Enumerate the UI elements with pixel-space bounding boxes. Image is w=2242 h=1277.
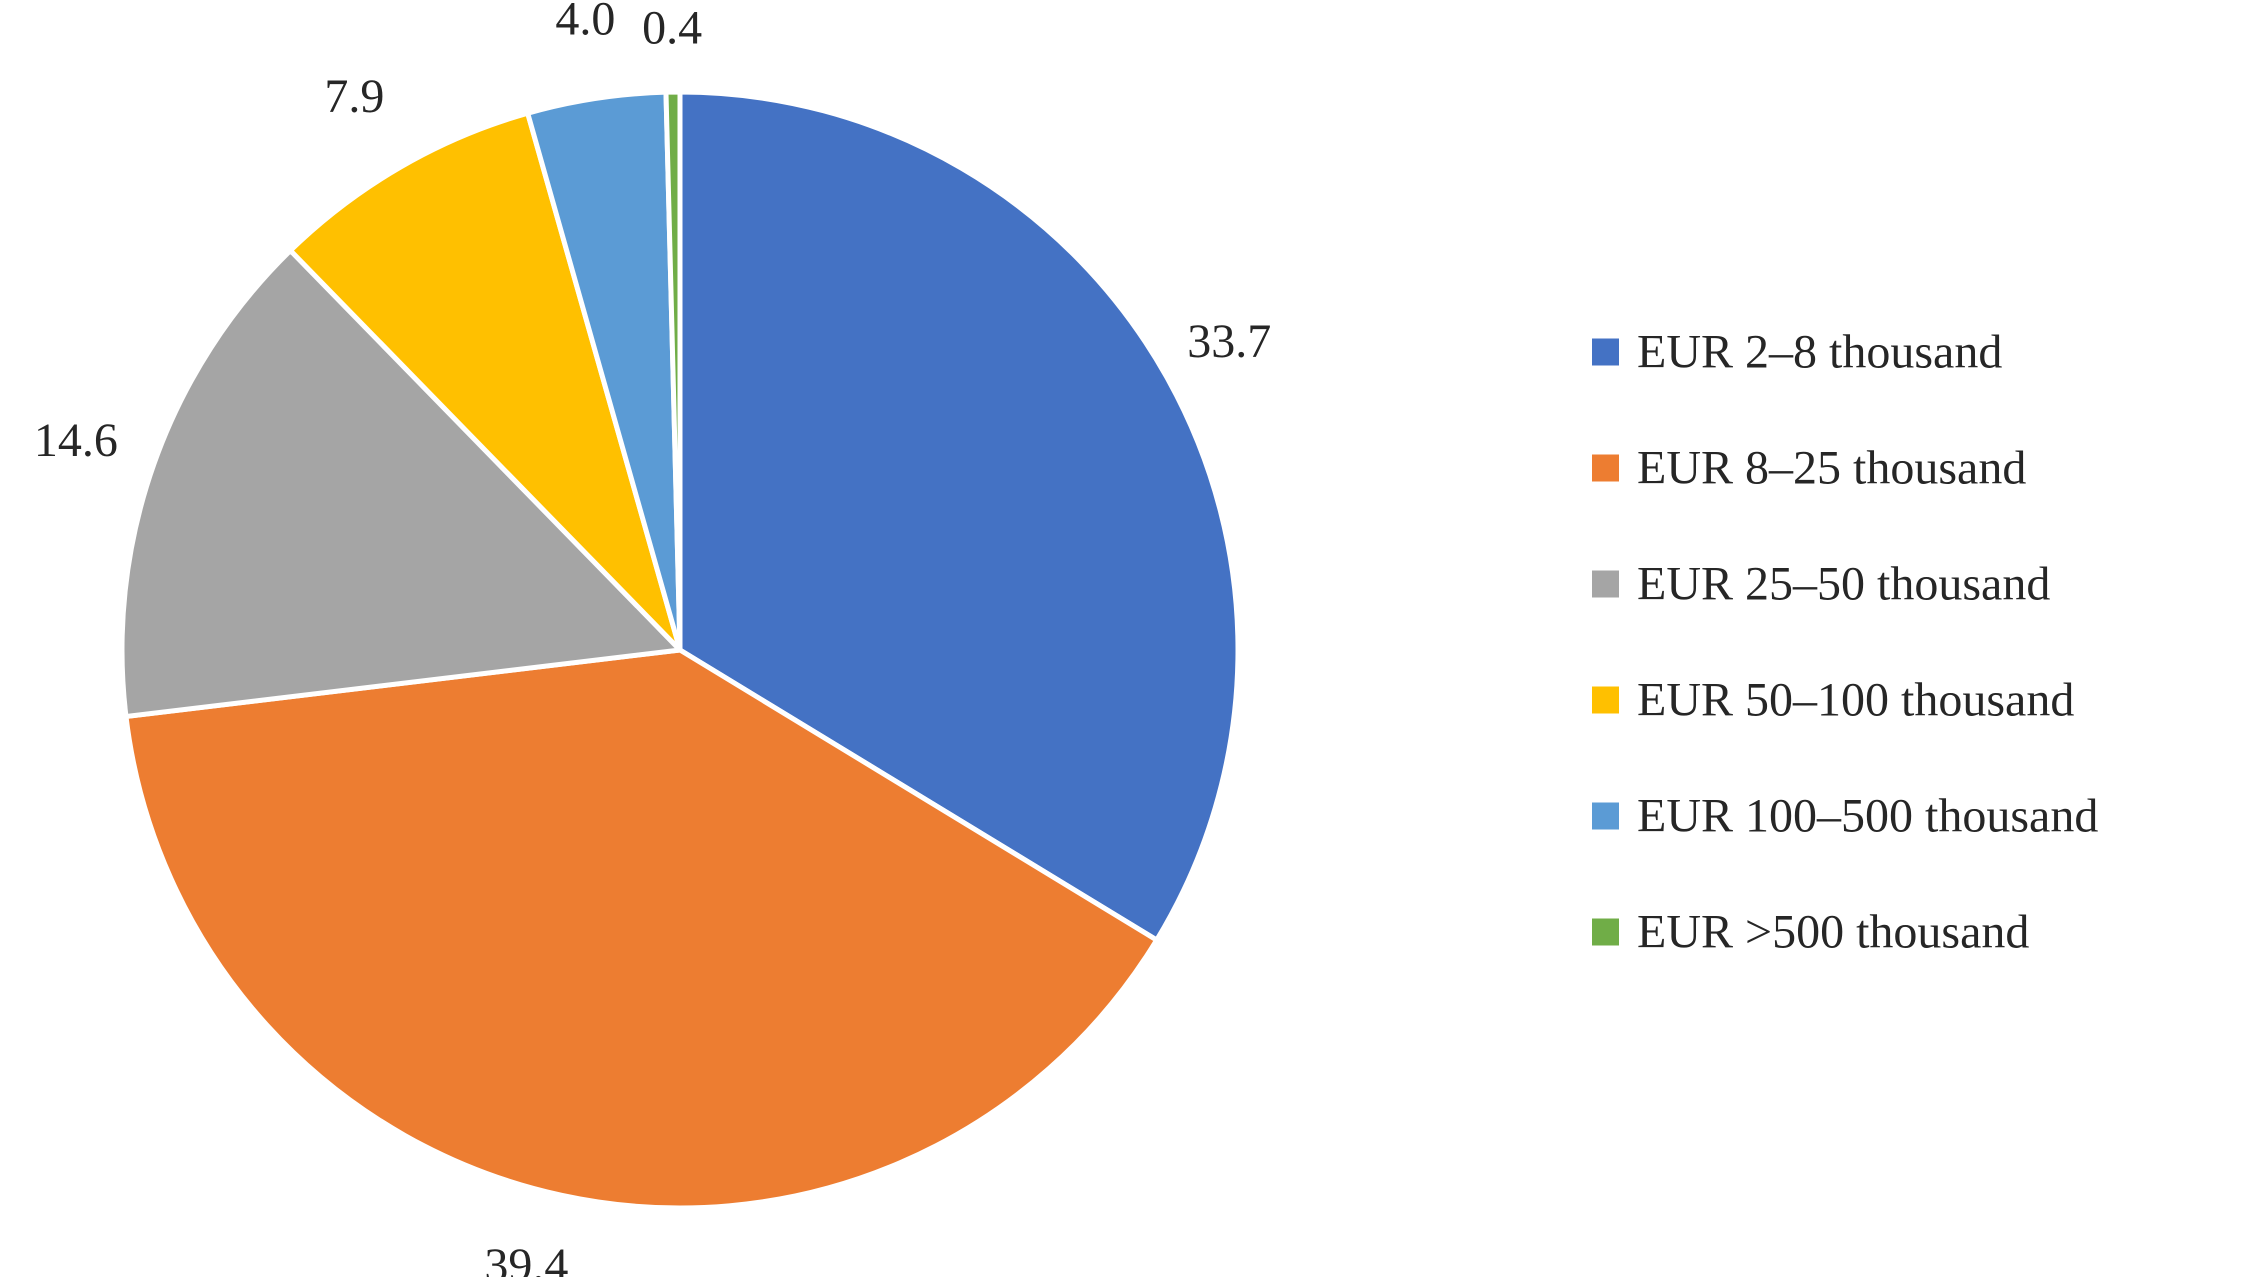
pie-slice-eur-8-25-thousand	[123, 647, 1160, 1211]
legend-item-eur-2-8-thousand: EUR 2–8 thousand	[1592, 326, 2002, 379]
legend-item-eur-8-25-thousand: EUR 8–25 thousand	[1592, 442, 2026, 495]
data-label-eur-100-500-thousand: 4.0	[555, 0, 615, 46]
pie-slice-eur-500-thousand	[663, 89, 683, 653]
legend-label-eur-2-8-thousand: EUR 2–8 thousand	[1637, 326, 2002, 379]
legend-item-eur-50-100-thousand: EUR 50–100 thousand	[1592, 674, 2074, 727]
legend-label-eur-8-25-thousand: EUR 8–25 thousand	[1637, 442, 2026, 495]
legend-label-eur-100-500-thousand: EUR 100–500 thousand	[1637, 790, 2098, 843]
pie-slice-eur-2-8-thousand	[677, 89, 1241, 943]
data-labels: 33.7 39.4 14.6 7.9 4.0 0.4	[34, 0, 1271, 1277]
legend-swatch-eur-50-100-thousand	[1592, 686, 1619, 714]
data-label-eur-2-8-thousand: 33.7	[1187, 315, 1271, 368]
pie-slices	[119, 89, 1241, 1211]
legend-swatch-eur-8-25-thousand	[1592, 454, 1619, 482]
pie-slice-eur-25-50-thousand	[119, 248, 683, 719]
legend: EUR 2–8 thousand EUR 8–25 thousand EUR 25–…	[1592, 326, 2098, 959]
legend-swatch-eur-25-50-thousand	[1592, 570, 1619, 598]
data-label-eur-50-100-thousand: 7.9	[324, 70, 384, 123]
legend-label-eur-25-50-thousand: EUR 25–50 thousand	[1637, 558, 2050, 611]
legend-item-eur-500-thousand: EUR >500 thousand	[1592, 906, 2029, 959]
legend-label-eur-50-100-thousand: EUR 50–100 thousand	[1637, 674, 2074, 727]
pie-slice-eur-50-100-thousand	[287, 110, 683, 653]
data-label-eur-500-thousand: 0.4	[642, 2, 702, 55]
legend-swatch-eur-2-8-thousand	[1592, 338, 1619, 366]
data-label-eur-8-25-thousand: 39.4	[484, 1239, 568, 1277]
legend-swatch-eur-100-500-thousand	[1592, 802, 1619, 830]
data-label-eur-25-50-thousand: 14.6	[34, 414, 118, 467]
legend-swatch-eur-500-thousand	[1592, 918, 1619, 946]
legend-item-eur-100-500-thousand: EUR 100–500 thousand	[1592, 790, 2098, 843]
legend-label-eur-500-thousand: EUR >500 thousand	[1637, 906, 2029, 959]
legend-item-eur-25-50-thousand: EUR 25–50 thousand	[1592, 558, 2050, 611]
